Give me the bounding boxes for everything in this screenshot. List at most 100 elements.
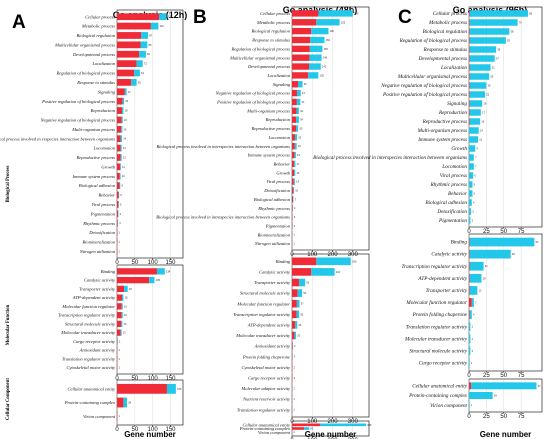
bar-down [121,116,123,124]
value-label: 29 [490,75,493,79]
category-label: Regulation of biological process [56,71,116,76]
category-label: Cargo receptor activity [419,361,468,367]
category-label: Signaling [273,82,291,87]
category-label: Nitrogen utilization [79,249,116,254]
panel-a: AGo analysis (12h)Cellular process139Met… [0,9,187,439]
value-label: 58 [511,30,514,34]
value-label: 53 [507,39,510,43]
tick-label: 100 [307,419,318,425]
bar-down [469,261,484,271]
category-label: Reproduction [265,117,291,122]
category-label: Protein folding chaperone [412,311,468,318]
category-label: Cellular process [260,11,290,16]
value-label: 20 [125,99,128,103]
category-label: Transporter activity [426,288,468,294]
value-label: 72 [144,62,147,66]
value-label: 365 [367,423,372,427]
bar-down [469,82,487,89]
value-label: 65 [306,281,309,285]
value-label: 1 [119,240,121,244]
category-label: Virion component [83,414,116,419]
category-label: Locomotion [441,164,467,170]
bar-down [469,127,479,134]
tick-label: 200 [328,419,339,425]
tick-label: 75 [518,229,525,235]
category-label: Reproductive process [250,126,290,131]
value-label: 20 [297,334,300,338]
tick-label: 300 [348,419,359,425]
bar-up [292,310,297,319]
plot-frame [291,253,370,418]
category-label: Biological adhesion [425,200,467,206]
value-label: 1 [119,249,121,253]
value-label: 30 [129,287,132,291]
value-label: 1 [293,233,295,237]
category-label: Developmental process [418,56,467,62]
category-label: Cargo receptor activity [73,339,115,344]
category-label: Cellular process [433,11,467,17]
bar-up [469,261,470,271]
bar-up [292,45,310,53]
value-label: 1 [471,361,473,365]
bar-up [469,64,470,71]
category-label: Structural molecule activity [240,291,290,296]
value-label: 3 [294,215,296,219]
category-label: Growth [101,164,115,169]
value-label: 6 [474,174,476,178]
bar-down [469,55,495,62]
value-label: 4 [120,212,122,216]
bar-up [117,219,118,227]
bar-down [469,249,511,259]
bar-up [117,125,122,133]
bar-up [469,55,470,62]
value-label: 19 [483,102,486,106]
bar-down [469,217,471,224]
bar-up [117,154,121,161]
value-label: 87 [149,33,152,37]
value-label: 37 [301,302,304,306]
value-label: 4 [473,313,475,317]
bar-down [149,276,155,284]
bar-down [469,73,490,80]
category-label: Biomineralization [83,240,116,245]
tick-label: 75 [518,414,525,420]
tick-label: 50 [500,414,507,420]
bar-down [123,397,127,408]
value-label: 139 [168,15,173,19]
value-label: 1 [293,387,295,391]
bar-up [117,41,141,49]
value-label: 30 [299,127,302,131]
bar-down [156,268,165,275]
bar-down [469,346,471,356]
value-label: 34 [300,118,303,122]
category-label: Detoxification [436,208,467,215]
category-label: Immune system process [417,137,467,143]
bar-down [469,310,472,319]
tick-label: 100 [148,376,159,382]
value-label: 28 [128,401,131,405]
value-label: 21 [485,264,488,268]
bar-up [292,178,294,185]
bar-up [292,423,321,427]
value-label: 18 [483,276,486,280]
bar-up [292,72,309,79]
bar-down [469,100,483,107]
bar-up [469,28,470,35]
bar-up [469,19,470,26]
bar-down [469,286,478,295]
tick-label: 100 [307,252,318,258]
bar-down [469,208,472,215]
bar-up [292,342,293,350]
category-label: Protein-containing complex [408,393,468,399]
section-molecular-function: Binding 94 Catalytic activity 60 Transcripti… [401,233,543,379]
bar-up [469,46,470,53]
tick-label: 150 [166,427,177,433]
bar-down [150,22,159,30]
category-label: Pigmentation [265,223,291,228]
bar-up [469,286,470,295]
bar-down [298,81,303,88]
tick-label: 0 [115,427,119,433]
value-label: 16 [124,313,127,317]
bar-down [295,134,298,141]
